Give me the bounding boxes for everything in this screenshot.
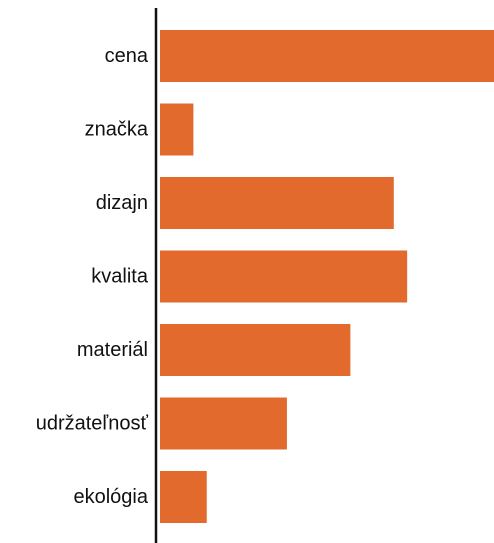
bar-6 [160,471,207,523]
bar-3 [160,250,408,303]
bar-1 [160,103,194,156]
category-labels-group: cena značka dizajn kvalita materiál udržateľn… [36,45,149,508]
bar-0 [160,30,494,82]
category-label-1: značka [85,119,149,141]
bars-group [160,30,494,523]
category-label-0: cena [105,45,149,67]
bar-5 [160,397,287,450]
category-label-3: kvalita [91,266,149,288]
bar-4 [160,324,351,376]
category-label-6: ekológia [73,486,148,508]
bar-2 [160,177,394,229]
category-label-5: udržateľnosť [36,413,149,435]
category-label-2: dizajn [96,192,148,214]
category-label-4: materiál [77,339,148,361]
